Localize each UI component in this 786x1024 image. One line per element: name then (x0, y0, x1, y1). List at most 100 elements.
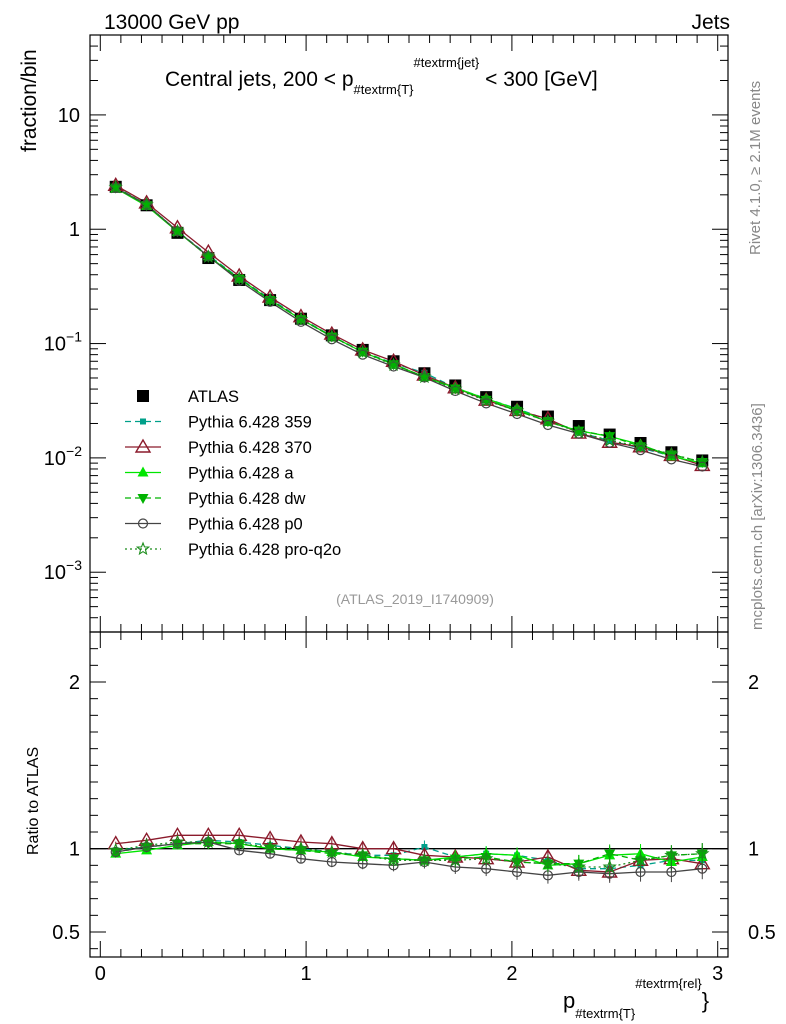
ratio-y-tick-label-right: 1 (748, 839, 759, 861)
legend-label-pq2o: Pythia 6.428 pro-q2o (188, 541, 341, 559)
main-y-tick-label: 1 (69, 219, 80, 241)
main-point-pp0 (234, 275, 245, 286)
mcplots-source: mcplots.cern.ch [arXiv:1306.3436] (749, 403, 766, 630)
x-tick-label: 2 (506, 963, 517, 985)
main-y-tick-label: 10−3 (44, 557, 82, 584)
chart-title-tail: < 300 [GeV] (479, 68, 598, 91)
main-y-tick-label: 10−2 (44, 443, 82, 470)
main-point-pdw (604, 432, 616, 443)
main-point-pdw (110, 183, 122, 194)
ratio-point-pq2o (170, 834, 185, 849)
main-point-pp0 (573, 428, 584, 439)
legend-marker-pa (137, 466, 149, 477)
ratio-point-pp0 (110, 846, 121, 858)
ratio-point-pq2o (664, 847, 679, 862)
ratio-point-pq2o (108, 842, 123, 857)
main-y-tick-label: 10−1 (44, 329, 82, 356)
main-point-pp0 (697, 461, 708, 472)
ratio-point-pq2o (201, 834, 216, 849)
ratio-point-pp0 (326, 856, 337, 868)
header-process: Jets (691, 11, 730, 34)
ratio-point-pq2o (509, 854, 525, 869)
legend-marker-pq2o (135, 541, 151, 556)
main-y-label: fraction/bin (18, 49, 41, 152)
main-point-pdw (573, 426, 585, 437)
main-point-pq2o (479, 393, 494, 407)
main-point-pq2o (448, 381, 463, 396)
main-point-pq2o (232, 271, 247, 285)
main-panel-frame (89, 34, 729, 633)
main-point-pq2o (201, 249, 216, 263)
header-energy: 13000 GeV pp (104, 11, 239, 34)
main-point-pdw (665, 450, 677, 461)
ratio-point-pq2o (355, 847, 370, 862)
main-point-pp0 (542, 419, 554, 431)
main-point-pp0 (450, 385, 461, 397)
ratio-y-tick-label-right: 0.5 (748, 922, 776, 944)
ratio-point-pq2o (602, 859, 617, 874)
main-point-pp0 (295, 316, 307, 327)
ratio-point-pq2o (139, 837, 154, 852)
main-point-pq2o (139, 196, 154, 211)
main-point-pp0 (357, 349, 368, 360)
main-point-pq2o (509, 403, 525, 417)
ratio-y-tick-label: 2 (69, 672, 80, 694)
main-point-pp0 (110, 182, 121, 193)
legend-label-pdw: Pythia 6.428 dw (188, 490, 305, 508)
legend-label-pp0: Pythia 6.428 p0 (188, 516, 303, 534)
ratio-point-pq2o (633, 852, 648, 867)
ratio-y-tick-label-right: 2 (748, 672, 759, 694)
legend-label-p359: Pythia 6.428 359 (188, 414, 312, 432)
main-point-pp0 (419, 372, 430, 383)
main-point-pq2o (108, 179, 123, 194)
main-point-pq2o (324, 329, 339, 343)
ratio-line-p370 (115, 834, 703, 873)
ratio-point-pq2o (386, 852, 401, 867)
main-point-pq2o (262, 292, 278, 306)
ratio-point-pq2o (571, 859, 586, 874)
legend-label-atlas: ATLAS (188, 388, 239, 406)
ratio-point-pdw (604, 849, 616, 860)
main-point-pq2o (633, 438, 648, 453)
rivet-version: Rivet 4.1.0, ≥ 2.1M events (747, 81, 764, 255)
x-tick-label: 3 (712, 963, 723, 985)
main-point-pp0 (511, 408, 523, 420)
ratio-y-label: Ratio to ATLAS (25, 747, 42, 855)
main-point-pq2o (695, 454, 710, 469)
main-point-pq2o (293, 311, 309, 326)
x-tick-label: 1 (301, 963, 312, 985)
chart-title-main: Central jets, 200 < p (165, 68, 354, 91)
ratio-point-pq2o (232, 836, 247, 850)
ratio-point-pq2o (695, 846, 710, 860)
x-axis-label: p#textrm{T} #textrm{rel}} (563, 976, 709, 1021)
ratio-y-tick-label: 0.5 (52, 922, 80, 944)
main-point-pq2o (417, 369, 432, 384)
analysis-id: (ATLAS_2019_I1740909) (336, 591, 494, 607)
ratio-axes: 0 1 2 3 0.5 0.5 1 1 2 2 (52, 632, 776, 985)
ratio-point-pq2o (448, 852, 463, 867)
main-point-pp0 (141, 199, 152, 210)
ratio-point-pq2o (540, 856, 556, 870)
ratio-line-pdw (115, 843, 703, 865)
ratio-line-pp0 (115, 841, 703, 876)
ratio-point-pp0 (295, 853, 307, 864)
main-series (107, 176, 711, 472)
ratio-point-pq2o (417, 852, 432, 867)
x-tick-label: 0 (95, 963, 106, 985)
ratio-series (107, 826, 711, 884)
main-point-pp0 (264, 296, 276, 307)
main-point-pp0 (326, 334, 337, 345)
main-point-pq2o (386, 357, 401, 372)
main-point-pq2o (664, 446, 679, 461)
main-point-pq2o (540, 413, 556, 428)
main-y-tick-label: 10 (58, 105, 80, 127)
legend: ATLAS Pythia 6.428 359 Pythia 6.428 370 Pyt… (125, 388, 341, 559)
main-point-pq2o (170, 223, 185, 238)
ratio-point-pq2o (262, 839, 278, 854)
legend-marker-p359 (140, 418, 146, 425)
x-label-sup: #textrm{rel} (635, 976, 702, 991)
main-axes: 10 1 10−1 10−2 10−3 (44, 34, 728, 633)
main-point-pp0 (604, 437, 615, 448)
ratio-point-pp0 (141, 841, 152, 853)
